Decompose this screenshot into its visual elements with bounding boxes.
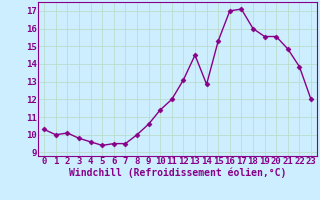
X-axis label: Windchill (Refroidissement éolien,°C): Windchill (Refroidissement éolien,°C) [69,168,286,178]
